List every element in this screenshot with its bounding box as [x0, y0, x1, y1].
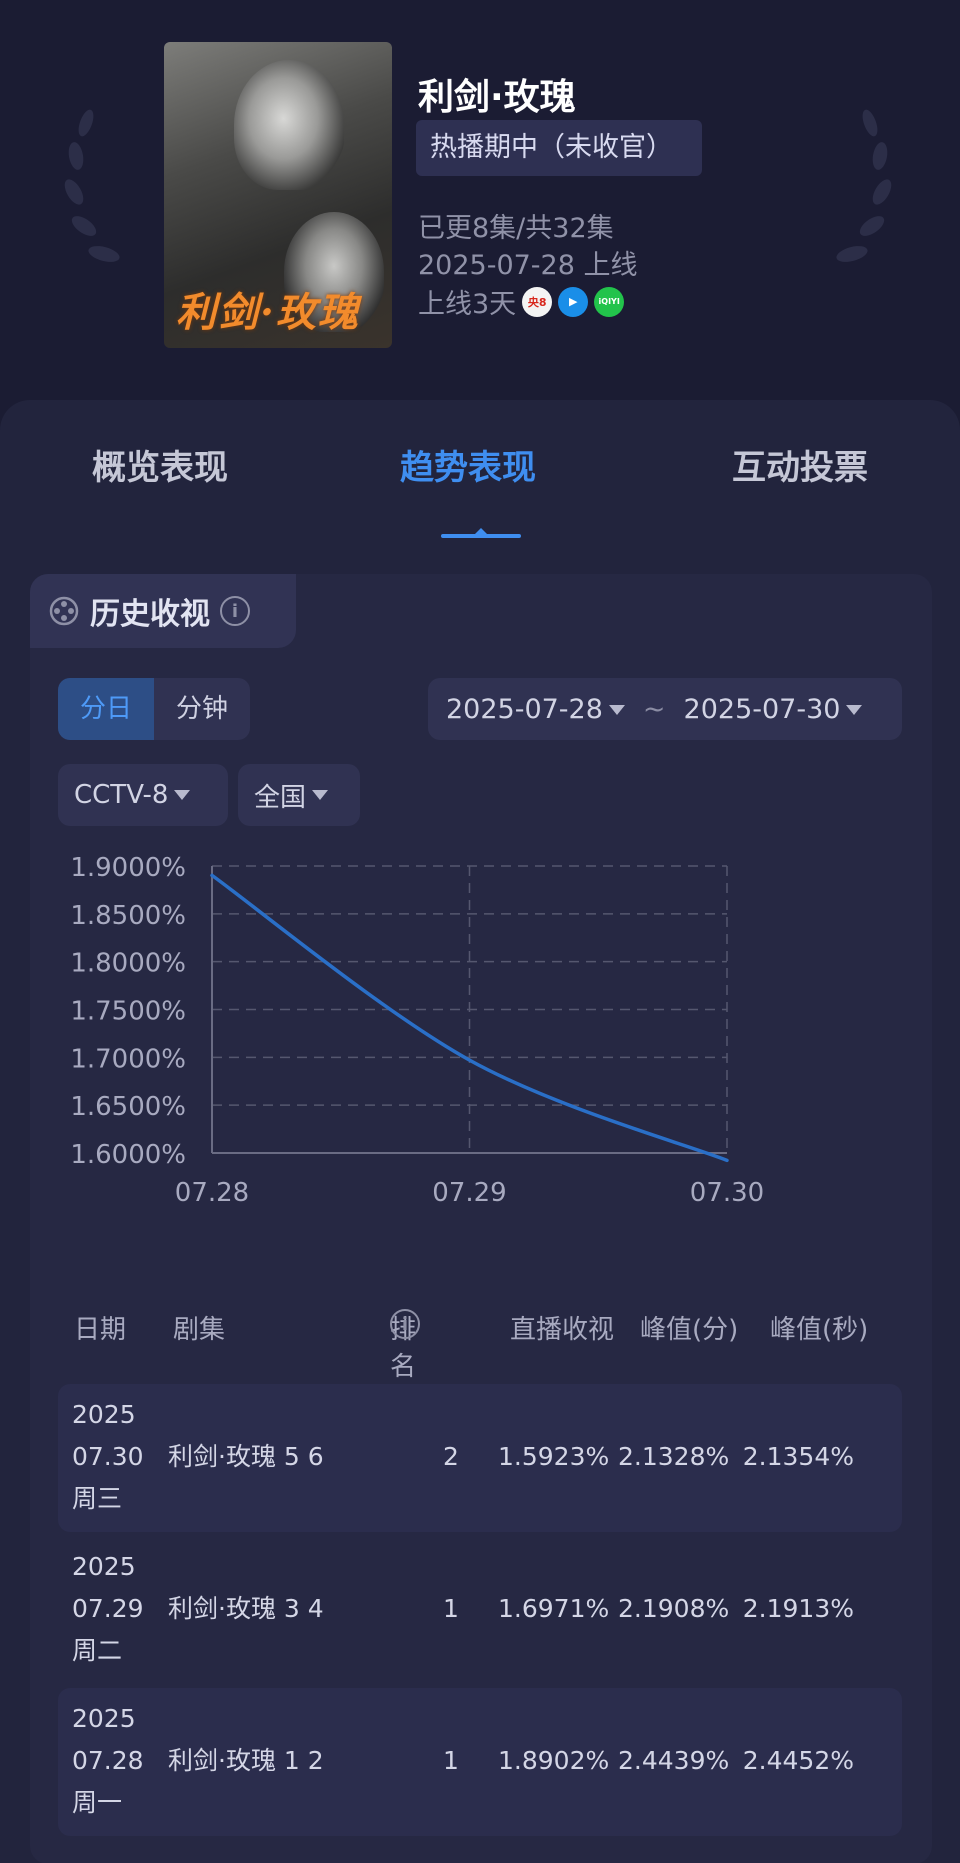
- row-rank: 2: [443, 1442, 459, 1471]
- days-online: 上线3天: [418, 289, 517, 320]
- row-date: 2025 07.29 周二: [72, 1546, 144, 1672]
- active-tab-indicator: [441, 528, 521, 538]
- channel-value: CCTV-8: [74, 780, 169, 810]
- row-peak-sec: 2.1913%: [742, 1594, 854, 1623]
- table-header: 日期 剧集 排名 i 直播收视 峰值(分) 峰值(秒): [30, 1309, 932, 1382]
- iqiyi-icon: iQIYI: [594, 286, 625, 317]
- section-title: 历史收视: [90, 597, 210, 632]
- table-row[interactable]: 2025 07.29 周二 利剑·玫瑰 3 4 1 1.6971% 2.1908…: [58, 1536, 902, 1684]
- days-online-row: 上线3天 央8 ▶ iQIYI: [418, 282, 625, 321]
- header-date: 日期: [74, 1315, 127, 1345]
- channel-select[interactable]: CCTV-8: [58, 764, 228, 826]
- end-date-value: 2025-07-30: [683, 693, 841, 725]
- toggle-daily[interactable]: 分日: [58, 678, 154, 740]
- row-live-rating: 1.6971%: [498, 1594, 610, 1623]
- tencent-video-icon: ▶: [558, 286, 589, 317]
- tab-trend[interactable]: 趋势表现: [400, 448, 536, 488]
- x-tick-label: 07.28: [175, 1178, 249, 1208]
- row-peak-min: 2.1328%: [618, 1442, 730, 1471]
- header-live: 直播收视: [510, 1315, 615, 1345]
- region-value: 全国: [254, 782, 307, 813]
- row-peak-min: 2.4439%: [618, 1746, 730, 1775]
- row-peak-sec: 2.1354%: [742, 1442, 854, 1471]
- x-tick-label: 07.30: [690, 1178, 764, 1208]
- tab-overview[interactable]: 概览表现: [92, 448, 228, 488]
- status-badge: 热播期中（未收官）: [416, 120, 702, 176]
- header-episode: 剧集: [173, 1315, 226, 1345]
- row-rank: 1: [443, 1594, 459, 1623]
- row-date: 2025 07.28 周一: [72, 1698, 144, 1824]
- row-live-rating: 1.5923%: [498, 1442, 610, 1471]
- chevron-down-icon: [312, 790, 329, 800]
- row-rank: 1: [443, 1746, 459, 1775]
- history-ratings-card: 历史收视 i 分日 分钟 2025-07-28 ~ 2025-07-30 CCT…: [30, 574, 932, 1863]
- date-range-picker: 2025-07-28 ~ 2025-07-30: [428, 678, 902, 740]
- y-tick-label: 1.6500%: [70, 1092, 186, 1122]
- y-tick-label: 1.8500%: [70, 901, 186, 931]
- film-reel-icon: [49, 596, 79, 626]
- tab-vote[interactable]: 互动投票: [732, 448, 868, 488]
- section-header: 历史收视 i: [30, 574, 296, 648]
- row-date: 2025 07.30 周三: [72, 1394, 144, 1520]
- row-year: 2025: [72, 1552, 136, 1581]
- laurel-left-icon: [64, 109, 120, 262]
- poster-figure-2: [284, 212, 384, 332]
- row-year: 2025: [72, 1400, 136, 1429]
- episode-count: 已更8集/共32集: [418, 213, 614, 244]
- poster-figure-1: [234, 60, 344, 190]
- show-title: 利剑·玫瑰: [418, 77, 576, 118]
- chevron-down-icon: [608, 705, 625, 715]
- show-header: 利剑·玫瑰 利剑·玫瑰 热播期中（未收官） 已更8集/共32集 2025-07-…: [0, 0, 960, 400]
- granularity-toggle: 分日 分钟: [58, 678, 250, 740]
- y-tick-label: 1.7000%: [70, 1044, 186, 1074]
- poster-title-art: 利剑·玫瑰: [176, 289, 360, 336]
- y-tick-label: 1.8000%: [70, 949, 186, 979]
- main-panel: 概览表现 趋势表现 互动投票 历史收视 i 分日 分钟 2025-07-28 ~…: [0, 400, 960, 1863]
- row-weekday: 周二: [72, 1636, 123, 1665]
- row-peak-min: 2.1908%: [618, 1594, 730, 1623]
- tab-bar: 概览表现 趋势表现 互动投票: [0, 440, 960, 500]
- y-tick-label: 1.6000%: [70, 1140, 186, 1170]
- chevron-down-icon: [846, 705, 863, 715]
- y-tick-label: 1.9000%: [70, 853, 186, 883]
- date-separator: ~: [642, 693, 666, 725]
- series-line: [210, 873, 729, 1163]
- header-peak-min: 峰值(分): [640, 1315, 739, 1345]
- row-weekday: 周三: [72, 1484, 123, 1513]
- rank-info-icon[interactable]: i: [390, 1309, 420, 1339]
- table-row[interactable]: 2025 07.28 周一 利剑·玫瑰 1 2 1 1.8902% 2.4439…: [58, 1688, 902, 1836]
- row-year: 2025: [72, 1704, 136, 1733]
- laurel-right-icon: [836, 109, 892, 262]
- end-date-select[interactable]: 2025-07-30: [684, 694, 863, 725]
- row-day: 07.30: [72, 1442, 144, 1471]
- row-episode: 利剑·玫瑰 1 2: [168, 1746, 324, 1775]
- row-peak-sec: 2.4452%: [742, 1746, 854, 1775]
- chevron-down-icon: [174, 790, 191, 800]
- info-icon[interactable]: i: [220, 596, 250, 626]
- premiere-date: 2025-07-28 上线: [418, 250, 638, 281]
- table-row[interactable]: 2025 07.30 周三 利剑·玫瑰 5 6 2 1.5923% 2.1328…: [58, 1384, 902, 1532]
- region-select[interactable]: 全国: [238, 764, 360, 826]
- row-episode: 利剑·玫瑰 3 4: [168, 1594, 324, 1623]
- toggle-minute[interactable]: 分钟: [175, 694, 228, 724]
- header-peak-sec: 峰值(秒): [770, 1315, 869, 1345]
- row-weekday: 周一: [72, 1788, 123, 1817]
- cctv8-icon: 央8: [522, 286, 553, 317]
- start-date-select[interactable]: 2025-07-28: [446, 694, 625, 725]
- show-poster[interactable]: 利剑·玫瑰: [164, 42, 392, 348]
- row-episode: 利剑·玫瑰 5 6: [168, 1442, 324, 1471]
- row-day: 07.29: [72, 1594, 144, 1623]
- ratings-line-chart: 1.9000% 1.8500% 1.8000% 1.7500% 1.7000% 1.650…: [70, 853, 764, 1208]
- start-date-value: 2025-07-28: [446, 693, 603, 725]
- row-day: 07.28: [72, 1746, 144, 1775]
- row-live-rating: 1.8902%: [498, 1746, 610, 1775]
- y-tick-label: 1.7500%: [70, 997, 186, 1027]
- x-tick-label: 07.29: [432, 1178, 506, 1208]
